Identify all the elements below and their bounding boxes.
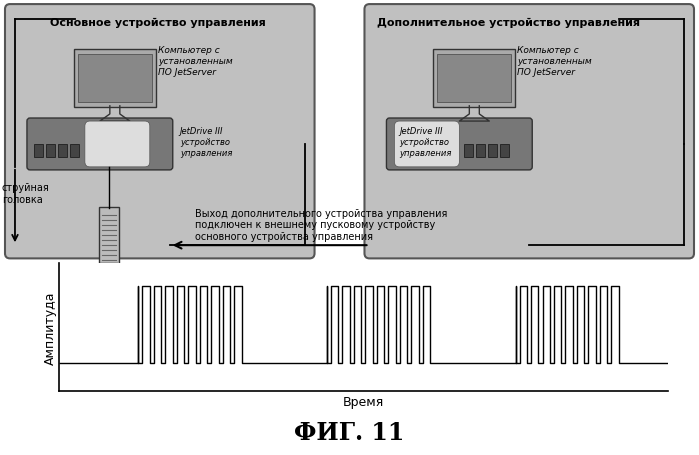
- FancyBboxPatch shape: [5, 5, 315, 259]
- FancyBboxPatch shape: [394, 122, 459, 167]
- FancyBboxPatch shape: [34, 145, 43, 158]
- Polygon shape: [100, 264, 118, 276]
- FancyBboxPatch shape: [46, 145, 55, 158]
- FancyBboxPatch shape: [433, 50, 515, 107]
- FancyBboxPatch shape: [74, 50, 156, 107]
- FancyBboxPatch shape: [59, 145, 67, 158]
- X-axis label: Время: Время: [343, 395, 384, 409]
- FancyBboxPatch shape: [27, 119, 173, 171]
- FancyBboxPatch shape: [438, 55, 511, 102]
- Text: струйная
головка: струйная головка: [2, 183, 50, 204]
- FancyBboxPatch shape: [387, 119, 532, 171]
- FancyBboxPatch shape: [85, 122, 150, 167]
- FancyBboxPatch shape: [99, 207, 119, 265]
- Text: Выход дополнительного устройства управления
подключен к внешнему пусковому устро: Выход дополнительного устройства управле…: [195, 208, 447, 241]
- FancyBboxPatch shape: [78, 55, 152, 102]
- Text: JetDrive III
устройство
управления: JetDrive III устройство управления: [180, 127, 232, 158]
- Text: Основное устройство управления: Основное устройство управления: [50, 18, 266, 28]
- Text: JetDrive III
устройство
управления: JetDrive III устройство управления: [399, 127, 452, 158]
- FancyBboxPatch shape: [500, 145, 509, 158]
- FancyBboxPatch shape: [71, 145, 80, 158]
- Text: Компьютер с
установленным
ПО JetServer: Компьютер с установленным ПО JetServer: [158, 46, 232, 77]
- FancyBboxPatch shape: [488, 145, 497, 158]
- Text: Дополнительное устройство управления: Дополнительное устройство управления: [377, 18, 640, 28]
- Text: ФИГ. 11: ФИГ. 11: [294, 420, 405, 444]
- Text: Компьютер с
установленным
ПО JetServer: Компьютер с установленным ПО JetServer: [517, 46, 592, 77]
- Y-axis label: Амплитуда: Амплитуда: [43, 291, 57, 364]
- FancyBboxPatch shape: [476, 145, 485, 158]
- FancyBboxPatch shape: [364, 5, 694, 259]
- FancyBboxPatch shape: [464, 145, 473, 158]
